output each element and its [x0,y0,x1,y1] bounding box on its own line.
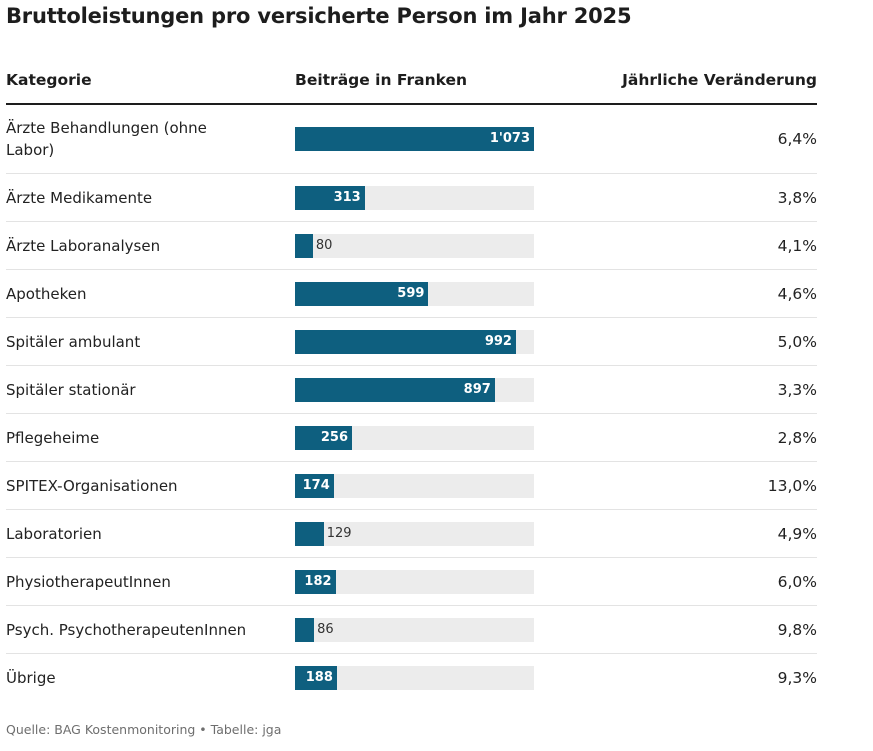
table-row: PhysiotherapeutInnen 182 6,0% [6,558,817,606]
header-contributions: Beiträge in Franken [295,71,468,89]
bar [295,282,429,306]
row-category: Laboratorien [6,525,102,543]
row-category: PhysiotherapeutInnen [6,573,171,591]
source-note: Quelle: BAG Kostenmonitoring • Tabelle: … [6,722,282,737]
bar-track: 188 [295,666,534,690]
bar-track: 80 [295,234,534,258]
bar-track: 599 [295,282,534,306]
row-category: Pflegeheime [6,429,100,447]
row-category: Psych. PsychotherapeutenInnen [6,621,247,639]
header-change: Jährliche Veränderung [622,71,817,89]
bar-track: 1'073 [295,127,534,151]
bar-track: 256 [295,426,534,450]
row-category: SPITEX-Organisationen [6,477,178,495]
row-change: 5,0% [777,333,817,351]
row-change: 6,0% [777,573,817,591]
bar-value-label: 992 [484,334,512,349]
bar [295,330,516,354]
bar-track: 174 [295,474,534,498]
table-row: Übrige 188 9,3% [6,654,817,701]
bar-value-label: 80 [315,238,333,253]
table-row: Ärzte Laboranalysen 80 4,1% [6,222,817,270]
row-change: 4,6% [777,285,817,303]
bar-value-label: 174 [302,478,330,493]
row-category: Ärzte Behandlungen (ohne Labor) [6,119,207,159]
bar-track: 313 [295,186,534,210]
table-row: Spitäler ambulant 992 5,0% [6,318,817,366]
bar-track: 182 [295,570,534,594]
row-change: 3,3% [777,381,817,399]
header-category: Kategorie [6,71,92,89]
bar-value-label: 256 [320,430,349,445]
table-row: Psych. PsychotherapeutenInnen 86 9,8% [6,606,817,654]
row-category: Übrige [6,669,56,687]
bar-value-label: 897 [463,382,491,397]
table-row: Ärzte Behandlungen (ohne Labor) 1'073 6,4% [6,105,817,174]
row-category: Spitäler stationär [6,381,136,399]
table-row: SPITEX-Organisationen 174 13,0% [6,462,817,510]
row-change: 3,8% [777,189,817,207]
table-row: Pflegeheime 256 2,8% [6,414,817,462]
bar-value-label: 599 [397,286,425,301]
bar [295,426,353,450]
bar-value-label: 1'073 [489,131,530,146]
bar-track: 129 [295,522,534,546]
table-header: Kategorie Beiträge in Franken Jährliche … [6,69,817,105]
bar-track: 992 [295,330,534,354]
bar [295,522,324,546]
table-row: Laboratorien 129 4,9% [6,510,817,558]
bar [295,378,495,402]
bar [295,127,534,151]
row-category: Apotheken [6,285,87,303]
table-row: Ärzte Medikamente 313 3,8% [6,174,817,222]
bar-track: 897 [295,378,534,402]
row-change: 9,3% [777,669,817,687]
bar-value-label: 86 [317,622,334,637]
row-change: 9,8% [777,621,817,639]
bar-value-label: 313 [333,190,361,205]
bar-value-label: 129 [326,526,352,541]
bar-value-label: 188 [305,670,333,685]
chart-title: Bruttoleistungen pro versicherte Person … [6,4,632,28]
bar-value-label: 182 [304,574,332,589]
bar [295,618,315,642]
bar [295,186,365,210]
row-change: 13,0% [767,477,817,495]
row-change: 4,9% [777,525,817,543]
row-change: 4,1% [777,237,817,255]
row-category: Ärzte Medikamente [6,189,153,207]
bar [295,474,334,498]
table-row: Spitäler stationär 897 3,3% [6,366,817,414]
bar [295,666,337,690]
row-change: 6,4% [777,130,817,148]
row-change: 2,8% [777,429,817,447]
bar-track: 86 [295,618,534,642]
row-category: Ärzte Laboranalysen [6,237,161,255]
bar [295,570,336,594]
bar [295,234,313,258]
row-category: Spitäler ambulant [6,333,141,351]
table-row: Apotheken 599 4,6% [6,270,817,318]
